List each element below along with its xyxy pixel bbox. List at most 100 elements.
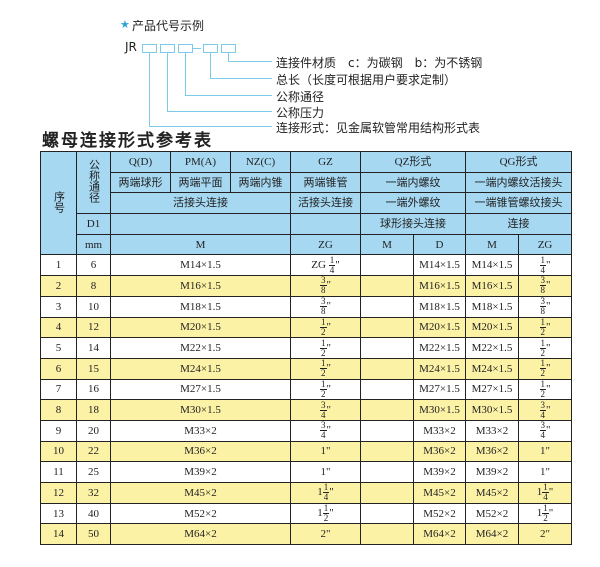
cell-zg: 3 8 " — [290, 275, 361, 297]
cell-qz-m — [360, 378, 414, 401]
numerator: 1 — [320, 316, 327, 328]
cell-seq: 5 — [40, 337, 77, 359]
cell-qz-m — [360, 419, 414, 442]
header-cell: 两端球形 — [110, 171, 171, 194]
cell-zg: 3 4 " — [290, 419, 361, 442]
cell-m: M16×1.5 — [110, 275, 291, 297]
cell-qg-m: M45×2 — [465, 482, 520, 504]
cell-d1: 8 — [76, 275, 111, 297]
table-row: 9 20 M33×2 3 4 " M33×2 M33×2 3 4 " — [40, 419, 573, 442]
cell-qg-m: M20×1.5 — [465, 316, 520, 339]
cell-qg-m: M22×1.5 — [465, 337, 520, 359]
cell-d1: 18 — [76, 399, 111, 421]
cell-zg: ZG 1 4 " — [290, 254, 361, 277]
cell-d1: 15 — [76, 357, 111, 380]
leader-line — [185, 53, 186, 95]
table-row: 7 16 M27×1.5 1 2 " M27×1.5 M27×1.5 1 2 " — [40, 378, 573, 401]
whole: 1 — [536, 507, 543, 520]
cell-qg-zg: 1 2 " — [518, 378, 573, 401]
cell-d1: 16 — [76, 378, 111, 401]
whole: 1 — [536, 486, 543, 499]
numerator: 1 — [542, 482, 549, 494]
numerator: 3 — [320, 420, 327, 432]
cell-seq: 2 — [40, 275, 77, 297]
cell-qg-zg: 1 4 " — [518, 254, 573, 277]
table-row: 4 12 M20×1.5 1 2 " M20×1.5 M20×1.5 1 2 " — [40, 316, 573, 339]
leader-line — [228, 61, 272, 62]
denominator: 2 — [543, 513, 548, 524]
cell-qg-m: M27×1.5 — [465, 378, 520, 401]
cell-qg-m: M30×1.5 — [465, 399, 520, 421]
header-gz: GZ — [290, 151, 361, 173]
header-cell: M — [465, 233, 520, 256]
denominator: 2 — [540, 368, 546, 379]
dash — [193, 48, 201, 49]
cell-qz-d: M24×1.5 — [412, 357, 467, 380]
numerator: 1 — [322, 503, 330, 515]
header-cell: 一端外螺纹 — [359, 192, 467, 215]
denominator: 8 — [321, 306, 326, 317]
cell-m: M20×1.5 — [110, 316, 291, 339]
numerator: 1 — [539, 358, 547, 370]
header-cell: M — [110, 233, 291, 256]
cell-d1: 22 — [76, 440, 111, 463]
whole: 2 — [540, 528, 546, 541]
whole: 1 — [540, 445, 546, 458]
header-cell: 活接头连接 — [110, 192, 291, 215]
cell-seq: 6 — [40, 357, 77, 380]
leader-line — [149, 53, 150, 126]
cell-qg-zg: 1 2 " — [518, 357, 573, 380]
cell-zg: 2" — [290, 523, 361, 546]
table-row: 2 8 M16×1.5 3 8 " M16×1.5 M16×1.5 3 8 " — [40, 275, 573, 297]
cell-qg-m: M18×1.5 — [465, 295, 520, 318]
numerator: 3 — [539, 420, 547, 432]
cell-qg-m: M36×2 — [465, 440, 520, 463]
cell-qz-d: M22×1.5 — [412, 337, 467, 359]
cell-m: M18×1.5 — [110, 295, 291, 318]
leader-line — [149, 126, 272, 127]
header-nominal: 公称通径 — [76, 150, 111, 215]
cell-qz-d: M30×1.5 — [412, 399, 467, 421]
numerator: 1 — [539, 254, 547, 266]
cell-qg-zg: 1 2 " — [518, 316, 573, 339]
table-row: 12 32 M45×2 1 1 4 " M45×2 M45×2 1 1 4 " — [40, 482, 573, 504]
cell-qz-m — [360, 275, 414, 297]
cell-qz-d: M16×1.5 — [412, 275, 467, 297]
cell-m: M64×2 — [110, 523, 291, 546]
leader-line — [210, 78, 272, 79]
denominator: 2 — [321, 388, 326, 399]
header-cell: M — [360, 233, 414, 256]
table-row: 10 22 M36×2 1" M36×2 M36×2 1" — [40, 440, 573, 463]
numerator: 3 — [320, 399, 327, 411]
whole: 1 — [320, 466, 327, 479]
cell-qg-m: M14×1.5 — [465, 254, 520, 277]
header-pm: PM(A) — [170, 151, 231, 173]
cell-d1: 10 — [76, 295, 111, 318]
cell-d1: 14 — [76, 337, 111, 359]
cell-qg-m: M39×2 — [465, 461, 520, 483]
denominator: 4 — [321, 409, 326, 420]
star-icon: ★ — [120, 19, 130, 31]
header-nz: NZ(C) — [230, 151, 291, 173]
cell-zg: 1 1 2 " — [290, 502, 361, 525]
header-cell: 两端内锥 — [230, 171, 291, 194]
cell-m: M45×2 — [110, 482, 291, 504]
header-cell: 两端锥管 — [290, 171, 361, 194]
denominator: 2 — [321, 347, 326, 358]
numerator: 1 — [542, 503, 549, 515]
leader-line — [167, 111, 272, 112]
header-cell: 球形接头连接 — [359, 213, 467, 235]
header-cell: 一端锥管螺纹接头 — [465, 192, 573, 215]
cell-zg: 1 2 " — [290, 357, 361, 380]
table-row: 1 6 M14×1.5 ZG 1 4 " M14×1.5 M14×1.5 1 4 " — [40, 254, 573, 277]
cell-d1: 25 — [76, 461, 111, 483]
denominator: 2 — [321, 326, 326, 337]
